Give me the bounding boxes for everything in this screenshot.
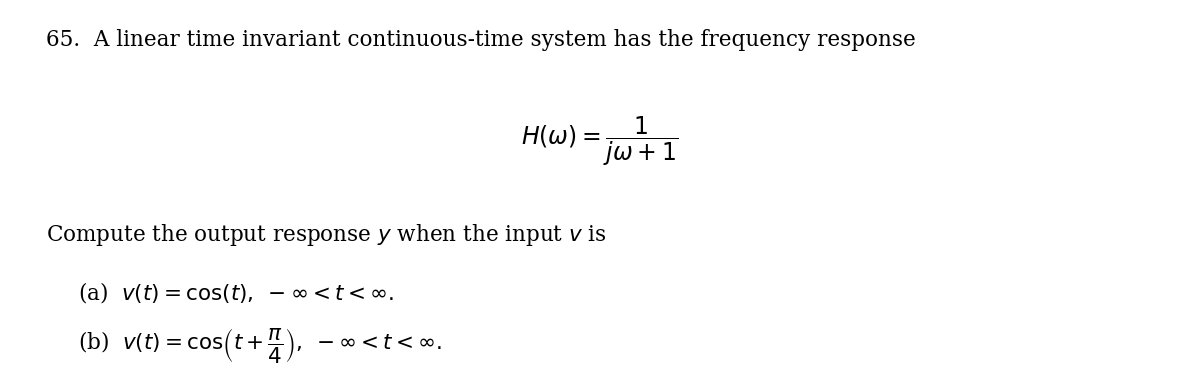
Text: (a)  $v(t) = \cos(t),\; -\infty < t < \infty.$: (a) $v(t) = \cos(t),\; -\infty < t < \in… — [78, 280, 394, 305]
Text: (b)  $v(t) = \cos\!\left(t+\dfrac{\pi}{4}\right),\; -\infty < t < \infty.$: (b) $v(t) = \cos\!\left(t+\dfrac{\pi}{4}… — [78, 327, 442, 365]
Text: $H(\omega) = \dfrac{1}{j\omega+1}$: $H(\omega) = \dfrac{1}{j\omega+1}$ — [521, 115, 679, 168]
Text: 65.  A linear time invariant continuous-time system has the frequency response: 65. A linear time invariant continuous-t… — [46, 29, 916, 51]
Text: Compute the output response $y$ when the input $v$ is: Compute the output response $y$ when the… — [46, 222, 606, 248]
